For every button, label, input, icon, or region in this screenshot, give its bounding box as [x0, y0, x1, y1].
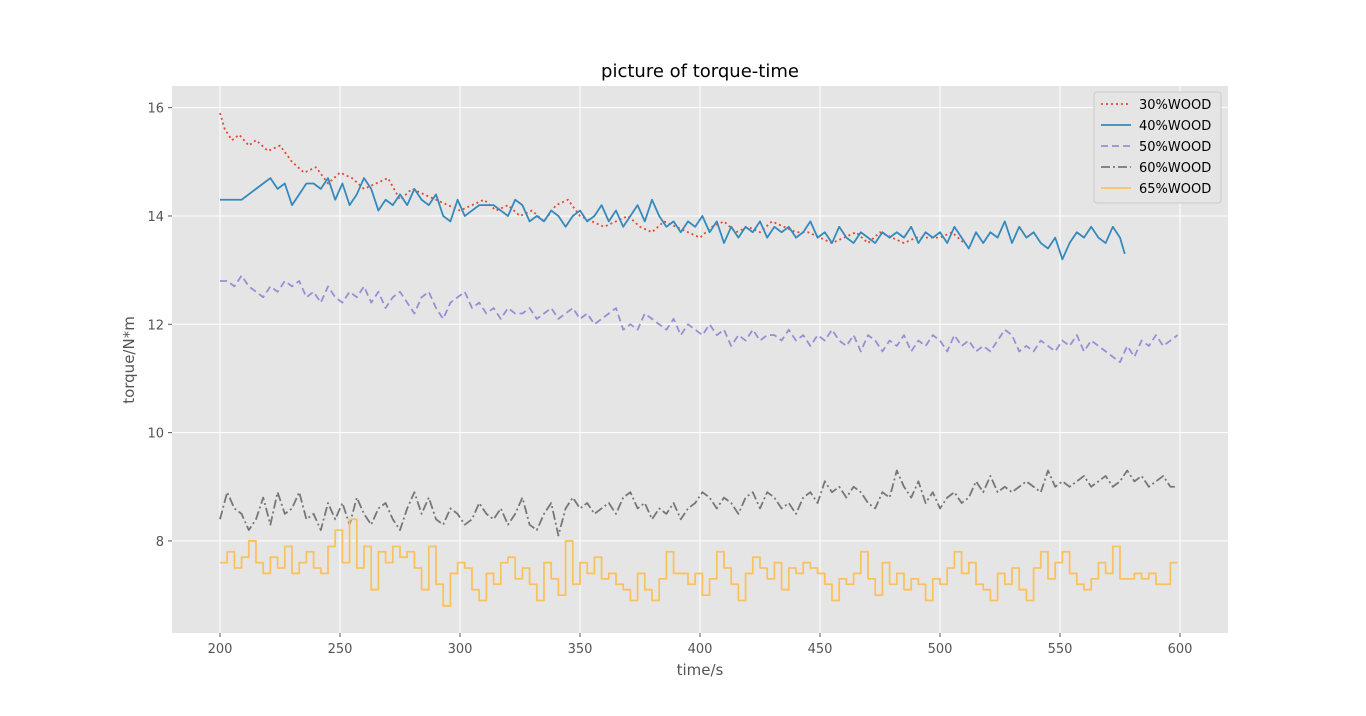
- legend-label: 50%WOOD: [1139, 140, 1211, 155]
- legend-label: 60%WOOD: [1139, 161, 1211, 176]
- legend-label: 30%WOOD: [1139, 98, 1211, 113]
- chart-title: picture of torque-time: [601, 61, 799, 82]
- x-tick-label: 300: [448, 642, 473, 657]
- y-tick-label: 8: [156, 535, 164, 550]
- y-tick-label: 16: [147, 102, 164, 117]
- y-axis-label: torque/N*m: [120, 316, 138, 404]
- y-tick-label: 14: [147, 210, 164, 225]
- x-tick-label: 500: [928, 642, 953, 657]
- x-tick-label: 200: [208, 642, 233, 657]
- x-tick-label: 550: [1048, 642, 1073, 657]
- x-axis-label: time/s: [677, 661, 724, 679]
- legend: 30%WOOD 40%WOOD 50%WOOD 60%WOOD 65%WOOD: [1094, 92, 1221, 203]
- y-tick-label: 12: [147, 318, 164, 333]
- x-tick-label: 400: [688, 642, 713, 657]
- y-tick-label: 10: [147, 427, 164, 442]
- legend-label: 40%WOOD: [1139, 119, 1211, 134]
- x-tick-label: 600: [1168, 642, 1193, 657]
- x-tick-label: 450: [808, 642, 833, 657]
- x-tick-label: 350: [568, 642, 593, 657]
- x-tick-label: 250: [328, 642, 353, 657]
- legend-label: 65%WOOD: [1139, 182, 1211, 197]
